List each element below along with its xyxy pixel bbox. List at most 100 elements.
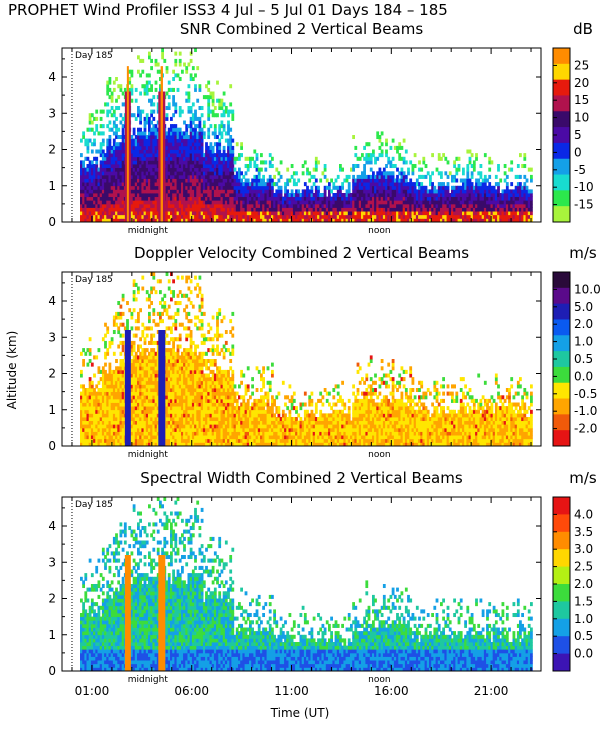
colorbar-segment bbox=[553, 430, 570, 447]
colorbar-segment bbox=[553, 497, 570, 515]
colorbar-segment bbox=[553, 287, 570, 305]
colorbar-label: 2.0 bbox=[574, 317, 593, 331]
y-tick-label: 1 bbox=[48, 403, 56, 417]
colorbar-label: -5 bbox=[574, 163, 586, 177]
colorbar-label: 20 bbox=[574, 76, 589, 90]
x-tick-label: 01:00 bbox=[75, 684, 110, 698]
plot-frame bbox=[61, 47, 542, 223]
colorbar-segment bbox=[553, 549, 570, 568]
colorbar-label: 0.0 bbox=[574, 647, 593, 661]
data-field bbox=[80, 497, 533, 671]
y-tick-label: 3 bbox=[48, 555, 56, 569]
colorbar-label: 0.5 bbox=[574, 352, 593, 366]
colorbar-label: 1.5 bbox=[574, 594, 593, 608]
colorbar: 10.0 5.0 2.0 1.0 0.5 0.0 -0.5 -1.0 -2.0 bbox=[552, 271, 600, 447]
y-tick-label: 1 bbox=[48, 628, 56, 642]
colorbar-segment bbox=[553, 366, 570, 384]
colorbar-segment bbox=[553, 174, 570, 191]
colorbar-segment bbox=[553, 636, 570, 655]
colorbar-label: 5 bbox=[574, 128, 582, 142]
colorbar-unit: m/s bbox=[569, 469, 597, 487]
y-tick-label: 0 bbox=[48, 664, 56, 678]
colorbar-segment bbox=[553, 335, 570, 352]
colorbar-segment bbox=[553, 190, 570, 207]
y-tick-label: 4 bbox=[48, 519, 56, 533]
x-axis-label: Time (UT) bbox=[270, 706, 330, 720]
colorbar-label: 0 bbox=[574, 145, 582, 159]
colorbar-label: -10 bbox=[574, 180, 594, 194]
colorbar-segment bbox=[553, 351, 570, 368]
y-tick-label: 3 bbox=[48, 330, 56, 344]
y-tick-label: 4 bbox=[48, 294, 56, 308]
data-field bbox=[80, 272, 533, 446]
y-tick-label: 3 bbox=[48, 106, 56, 120]
colorbar-segment bbox=[553, 601, 570, 620]
colorbar-segment bbox=[553, 319, 570, 336]
y-tick-label: 2 bbox=[48, 592, 56, 606]
day-marker-label: Day 185 bbox=[75, 51, 113, 61]
colorbar-segment bbox=[553, 158, 570, 176]
panel-2: Doppler Velocity Combined 2 Vertical Bea… bbox=[48, 244, 600, 460]
colorbar-label: -0.5 bbox=[574, 387, 597, 401]
day-marker-label: Day 185 bbox=[75, 275, 113, 285]
y-axis-label: Altitude (km) bbox=[5, 331, 19, 410]
y-tick-label: 0 bbox=[48, 215, 56, 229]
panel-1: SNR Combined 2 Vertical Beams Day 185 0 1 2 3… bbox=[48, 20, 593, 236]
colorbar-segment bbox=[553, 566, 570, 585]
colorbar-segment bbox=[553, 95, 570, 112]
colorbar: 4.0 3.5 3.0 2.5 2.0 1.5 1.0 0.5 0.0 bbox=[552, 496, 593, 672]
colorbar-label: 0.0 bbox=[574, 369, 593, 383]
colorbar-label: 5.0 bbox=[574, 300, 593, 314]
x-tick-label: 21:00 bbox=[474, 684, 509, 698]
day-marker-label: Day 185 bbox=[75, 500, 113, 510]
colorbar-segment bbox=[553, 127, 570, 144]
panel-3: Spectral Width Combined 2 Vertical Beams… bbox=[48, 469, 597, 698]
colorbar-label: 1.0 bbox=[574, 612, 593, 626]
colorbar-label: 3.5 bbox=[574, 525, 593, 539]
figure-title: PROPHET Wind Profiler ISS3 4 Jul – 5 Jul… bbox=[8, 1, 448, 19]
colorbar-segment bbox=[553, 206, 570, 223]
colorbar-label: -2.0 bbox=[574, 422, 597, 436]
panel-title: Doppler Velocity Combined 2 Vertical Bea… bbox=[134, 244, 469, 262]
x-tick-label: 11:00 bbox=[274, 684, 309, 698]
y-tick-label: 2 bbox=[48, 367, 56, 381]
colorbar-label: 15 bbox=[574, 93, 589, 107]
colorbar-segment bbox=[553, 584, 570, 602]
plot-frame bbox=[61, 496, 542, 672]
colorbar-label: -15 bbox=[574, 198, 594, 212]
colorbar-segment bbox=[553, 382, 570, 400]
colorbar-segment bbox=[553, 63, 570, 81]
colorbar-label: 10 bbox=[574, 111, 589, 125]
colorbar-label: 2.0 bbox=[574, 577, 593, 591]
colorbar-label: 0.5 bbox=[574, 629, 593, 643]
colorbar-segment bbox=[553, 618, 570, 637]
panels-group: SNR Combined 2 Vertical Beams Day 185 0 1 2 3… bbox=[48, 20, 600, 698]
colorbar-label: -1.0 bbox=[574, 404, 597, 418]
y-tick-label: 2 bbox=[48, 143, 56, 157]
colorbar-segment bbox=[553, 398, 570, 415]
colorbar-segment bbox=[553, 303, 570, 320]
colorbar-label: 25 bbox=[574, 58, 589, 72]
y-tick-label: 4 bbox=[48, 70, 56, 84]
plot-frame bbox=[61, 271, 542, 447]
colorbar-segment bbox=[553, 48, 570, 65]
midnight-label: midnight bbox=[128, 675, 169, 685]
panel-title: Spectral Width Combined 2 Vertical Beams bbox=[140, 469, 463, 487]
y-tick-label: 1 bbox=[48, 179, 56, 193]
colorbar-unit: dB bbox=[573, 20, 593, 38]
y-tick-label: 0 bbox=[48, 439, 56, 453]
colorbar-label: 10.0 bbox=[574, 282, 600, 296]
midnight-label: midnight bbox=[128, 450, 169, 460]
colorbar-segment bbox=[553, 272, 570, 289]
colorbar-segment bbox=[553, 111, 570, 128]
colorbar-segment bbox=[553, 514, 570, 533]
colorbar-segment bbox=[553, 531, 570, 550]
midnight-label: midnight bbox=[128, 226, 169, 236]
colorbar-label: 3.0 bbox=[574, 542, 593, 556]
colorbar-segment bbox=[553, 653, 570, 672]
colorbar: 25 20 15 10 5 0 -5 -10 -15 bbox=[552, 47, 594, 223]
colorbar-segment bbox=[553, 414, 570, 431]
noon-label: noon bbox=[368, 226, 390, 236]
colorbar-segment bbox=[553, 79, 570, 96]
